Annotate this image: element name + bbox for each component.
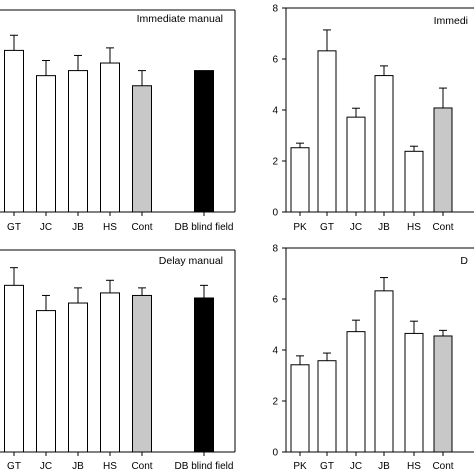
x-tick-label: GT xyxy=(7,222,21,233)
x-tick-label: PK xyxy=(293,222,307,233)
bar-gt xyxy=(317,50,337,213)
y-tick-label: 6 xyxy=(272,55,278,66)
y-tick-label: 2 xyxy=(272,157,278,168)
x-tick-label: Cont xyxy=(432,461,453,472)
bar-hs xyxy=(404,150,424,213)
bar-jb xyxy=(374,75,394,213)
bar-pk xyxy=(290,147,310,213)
x-tick-label: HS xyxy=(103,461,117,472)
y-tick-label: 0 xyxy=(272,208,278,219)
x-tick-label: JB xyxy=(72,222,84,233)
bar-jc xyxy=(36,310,56,453)
x-tick-label: GT xyxy=(7,461,21,472)
bar-gt xyxy=(317,360,337,453)
bar-jb xyxy=(68,302,88,453)
panel-immediate-pk: 0 2 4 6 8 PK GT JC JB HS Cont Immedi xyxy=(272,4,474,233)
y-tick-label: 4 xyxy=(272,346,278,357)
bar-gt xyxy=(4,284,24,453)
x-tick-label: Cont xyxy=(131,222,152,233)
bar-hs xyxy=(100,292,120,453)
x-tick-label: JB xyxy=(378,222,390,233)
x-tick-label: Cont xyxy=(131,461,152,472)
bar-jc xyxy=(36,75,56,213)
x-tick-label: DB blind field xyxy=(175,461,234,472)
bar-jb xyxy=(68,70,88,213)
x-tick-label: JB xyxy=(378,461,390,472)
bar-pk xyxy=(290,364,310,453)
x-tick-label: Cont xyxy=(432,222,453,233)
y-tick-label: 0 xyxy=(272,448,278,459)
bar-hs xyxy=(404,332,424,453)
x-tick-label: JC xyxy=(350,461,362,472)
panel-title: D xyxy=(460,255,468,267)
bar-hs xyxy=(100,62,120,213)
bar-jc xyxy=(346,116,366,213)
y-tick-label: 8 xyxy=(272,4,278,15)
panel-title: Immediate manual xyxy=(137,13,223,25)
bar-cont xyxy=(433,335,453,453)
y-tick-label: 4 xyxy=(272,106,278,117)
panel-delay-pk: 0 2 4 6 8 PK GT JC JB HS Cont D xyxy=(272,244,474,472)
x-tick-label: JC xyxy=(350,222,362,233)
x-tick-label: HS xyxy=(103,222,117,233)
x-tick-label: PK xyxy=(293,461,307,472)
panel-title: Delay manual xyxy=(159,255,223,267)
x-tick-label: JC xyxy=(40,222,52,233)
x-tick-label: HS xyxy=(407,461,421,472)
bar-db-blind-field xyxy=(194,70,214,213)
panel-delay-manual: GT JC JB HS Cont DB blind field Delay manual xyxy=(0,249,236,472)
y-tick-label: 6 xyxy=(272,295,278,306)
panel-immediate-manual: GT JC JB HS Cont DB blind field Immediate manu… xyxy=(0,9,236,233)
x-tick-label: JC xyxy=(40,461,52,472)
bar-jb xyxy=(374,290,394,453)
bar-jc xyxy=(346,331,366,453)
y-tick-label: 8 xyxy=(272,244,278,255)
panel-title: Immedi xyxy=(434,15,468,27)
x-tick-label: JB xyxy=(72,461,84,472)
x-tick-label: DB blind field xyxy=(175,222,234,233)
x-tick-label: HS xyxy=(407,222,421,233)
bar-cont xyxy=(132,294,152,453)
x-tick-label: GT xyxy=(320,222,334,233)
bar-cont xyxy=(433,107,453,213)
y-tick-label: 2 xyxy=(272,397,278,408)
bar-db-blind-field xyxy=(194,297,214,453)
bar-gt xyxy=(4,49,24,213)
bar-cont xyxy=(132,85,152,213)
x-tick-label: GT xyxy=(320,461,334,472)
